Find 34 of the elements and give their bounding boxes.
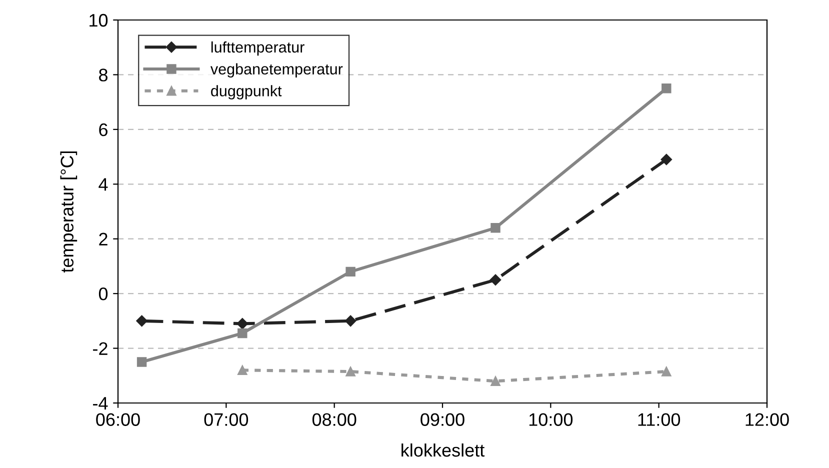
- y-tick-label: 0: [98, 288, 108, 300]
- point: [236, 318, 248, 330]
- legend-label: duggpunkt: [211, 85, 282, 100]
- x-tick-label: 11:00: [638, 413, 680, 426]
- legend-label: vegbanetemperatur: [210, 63, 343, 78]
- y-tick-label: 6: [99, 123, 108, 136]
- point: [662, 366, 672, 376]
- y-tick-label: 2: [99, 232, 108, 246]
- point: [136, 357, 147, 367]
- x-tick-label: 07:00: [204, 413, 248, 426]
- x-axis-title: klokkeslett: [402, 443, 485, 457]
- x-tick-label: 06:00: [96, 413, 140, 426]
- point: [346, 266, 356, 277]
- x-tick-label: 08:00: [312, 413, 356, 426]
- point: [660, 154, 672, 166]
- legend-label: lufttemperatur: [211, 41, 304, 56]
- point: [344, 315, 356, 327]
- y-tick-label: 4: [98, 178, 108, 191]
- x-tick-label: 09:00: [420, 413, 464, 426]
- point: [238, 328, 248, 338]
- y-tick-label: 10: [90, 14, 108, 27]
- y-tick-label: -2: [93, 342, 108, 355]
- point: [346, 366, 356, 376]
- y-tick-label: 8: [99, 68, 108, 82]
- point: [490, 223, 500, 233]
- y-axis-title: temperatur [°C]: [60, 151, 78, 273]
- x-tick-label: 10:00: [529, 413, 573, 426]
- y-tick-label: -4: [93, 397, 108, 410]
- point: [490, 376, 500, 386]
- point: [662, 84, 672, 94]
- point: [136, 315, 148, 327]
- point: [238, 365, 248, 376]
- x-tick-label: 12:00: [746, 413, 789, 426]
- point: [490, 274, 502, 286]
